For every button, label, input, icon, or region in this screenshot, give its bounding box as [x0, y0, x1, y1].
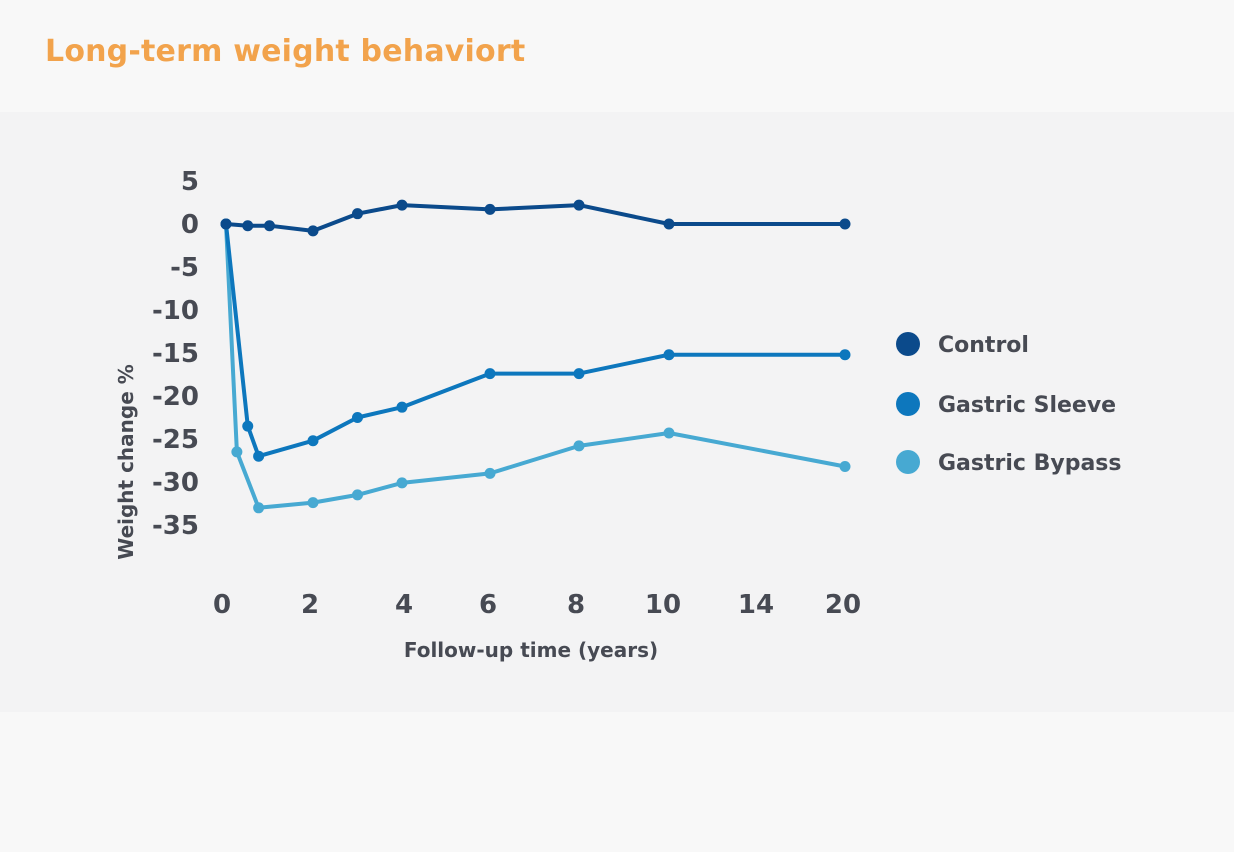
- y-tick-label: -10: [152, 296, 199, 326]
- x-tick-label: 0: [213, 590, 231, 620]
- y-tick-label: 5: [181, 167, 199, 197]
- data-point-gastric-sleeve: [352, 412, 363, 423]
- chart-panel: 5 0 -5 -10 -15 -20 -25 -30 -35 0 2 4 6 8 10 14 20 Weigh…: [0, 112, 1234, 712]
- series-gastric-bypass: [220, 218, 851, 514]
- x-tick-label: 8: [567, 590, 585, 620]
- chart-title: Long-term weight behaviort: [45, 34, 526, 69]
- data-point-gastric-sleeve: [484, 368, 496, 380]
- y-tick-label: -30: [152, 468, 199, 498]
- data-point-control: [352, 208, 363, 220]
- data-point-control: [839, 218, 851, 230]
- data-point-gastric-bypass: [253, 502, 265, 514]
- y-tick-label: -20: [152, 382, 199, 412]
- data-point-gastric-sleeve: [307, 435, 319, 447]
- data-point-control: [396, 199, 408, 211]
- legend-label: Gastric Sleeve: [938, 393, 1116, 418]
- series-group: [220, 199, 851, 514]
- legend: Control Gastric Sleeve Gastric Bypass: [896, 332, 1122, 476]
- data-point-control: [484, 203, 496, 215]
- data-point-gastric-bypass: [352, 489, 363, 501]
- data-point-gastric-bypass: [839, 461, 851, 473]
- series-line-gastric-sleeve: [224, 222, 847, 459]
- y-tick-label: -15: [152, 339, 199, 369]
- series-line-gastric-bypass: [224, 222, 847, 510]
- x-axis-ticks: 0 2 4 6 8 10 14 20: [213, 590, 861, 620]
- data-point-gastric-sleeve: [839, 349, 851, 361]
- data-point-control: [264, 220, 275, 232]
- x-tick-label: 2: [301, 590, 319, 620]
- data-point-control: [573, 199, 585, 211]
- legend-label: Control: [938, 333, 1029, 358]
- data-point-gastric-sleeve: [253, 450, 265, 462]
- data-point-gastric-bypass: [396, 477, 408, 489]
- y-tick-label: 0: [181, 210, 199, 240]
- series-gastric-sleeve: [220, 218, 851, 462]
- y-tick-label: -5: [170, 253, 199, 283]
- x-tick-label: 6: [479, 590, 497, 620]
- legend-swatch: [896, 392, 920, 416]
- data-point-gastric-bypass: [663, 427, 675, 439]
- data-point-gastric-bypass: [484, 467, 496, 479]
- legend-item-gastric-bypass: Gastric Bypass: [896, 450, 1122, 476]
- data-point-gastric-sleeve: [663, 349, 675, 361]
- data-point-control: [663, 218, 675, 230]
- data-point-control: [307, 225, 319, 237]
- data-point-gastric-bypass: [231, 446, 243, 458]
- legend-swatch: [896, 332, 920, 356]
- y-tick-label: -35: [152, 511, 199, 541]
- line-chart: 5 0 -5 -10 -15 -20 -25 -30 -35 0 2 4 6 8 10 14 20 Weigh…: [114, 167, 1122, 662]
- series-control: [220, 199, 851, 237]
- legend-swatch: [896, 450, 920, 474]
- y-axis-label: Weight change %: [114, 364, 138, 560]
- legend-item-gastric-sleeve: Gastric Sleeve: [896, 392, 1116, 418]
- x-axis-label: Follow-up time (years): [404, 638, 658, 662]
- x-tick-label: 4: [395, 590, 413, 620]
- series-line-control: [224, 203, 847, 233]
- data-point-gastric-bypass: [573, 440, 585, 452]
- data-point-control: [242, 220, 254, 232]
- data-point-gastric-sleeve: [396, 401, 408, 413]
- legend-item-control: Control: [896, 332, 1029, 358]
- data-point-control: [220, 218, 232, 230]
- x-tick-label: 20: [825, 590, 861, 620]
- legend-label: Gastric Bypass: [938, 451, 1122, 476]
- x-tick-label: 10: [645, 590, 681, 620]
- data-point-gastric-sleeve: [573, 368, 585, 380]
- y-axis-ticks: 5 0 -5 -10 -15 -20 -25 -30 -35: [152, 167, 199, 541]
- data-point-gastric-sleeve: [242, 420, 254, 432]
- data-point-gastric-bypass: [307, 497, 319, 509]
- x-tick-label: 14: [738, 590, 774, 620]
- y-tick-label: -25: [152, 425, 199, 455]
